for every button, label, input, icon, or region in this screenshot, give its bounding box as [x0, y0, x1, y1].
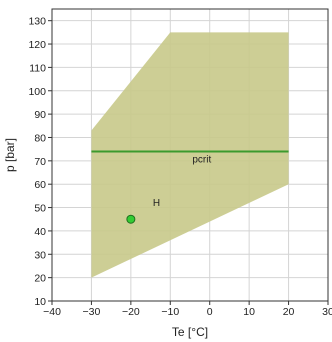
- y-tick-label: 70: [34, 156, 46, 168]
- point-label: H: [153, 198, 160, 209]
- x-tick-label: −10: [161, 306, 179, 318]
- y-tick-label: 40: [34, 226, 46, 238]
- y-tick-label: 20: [34, 273, 46, 285]
- plot-frame: [51, 8, 329, 302]
- x-tick-label: 20: [283, 306, 295, 318]
- y-tick-label: 60: [34, 179, 46, 191]
- x-tick-label: −30: [83, 306, 101, 318]
- y-tick-label: 30: [34, 249, 46, 261]
- operating-envelope: [91, 32, 289, 278]
- x-tick-label: 30: [322, 306, 332, 318]
- x-axis-title: Te [°C]: [172, 325, 208, 339]
- y-tick-label: 120: [28, 39, 46, 51]
- y-tick-label: 130: [28, 16, 46, 28]
- series-layer: pcrit H: [91, 32, 289, 278]
- x-tick-label: 0: [207, 306, 213, 318]
- y-tick-label: 80: [34, 132, 46, 144]
- x-tick-label: 10: [243, 306, 255, 318]
- y-tick-label: 110: [29, 62, 46, 74]
- ticks-layer: −40 −30 −20 −10 0 10 20 30 10 20 30 40 50 60 70 80 90 100…: [28, 16, 332, 318]
- y-tick-label: 50: [34, 203, 46, 215]
- y-axis-title: p [bar]: [3, 138, 17, 172]
- pcrit-label: pcrit: [192, 154, 211, 165]
- y-tick-label: 10: [34, 296, 46, 308]
- point-marker: [126, 214, 136, 224]
- x-tick-label: −40: [43, 306, 61, 318]
- y-tick-label: 100: [28, 86, 46, 98]
- x-tick-label: −20: [122, 306, 140, 318]
- y-tick-label: 90: [34, 109, 46, 121]
